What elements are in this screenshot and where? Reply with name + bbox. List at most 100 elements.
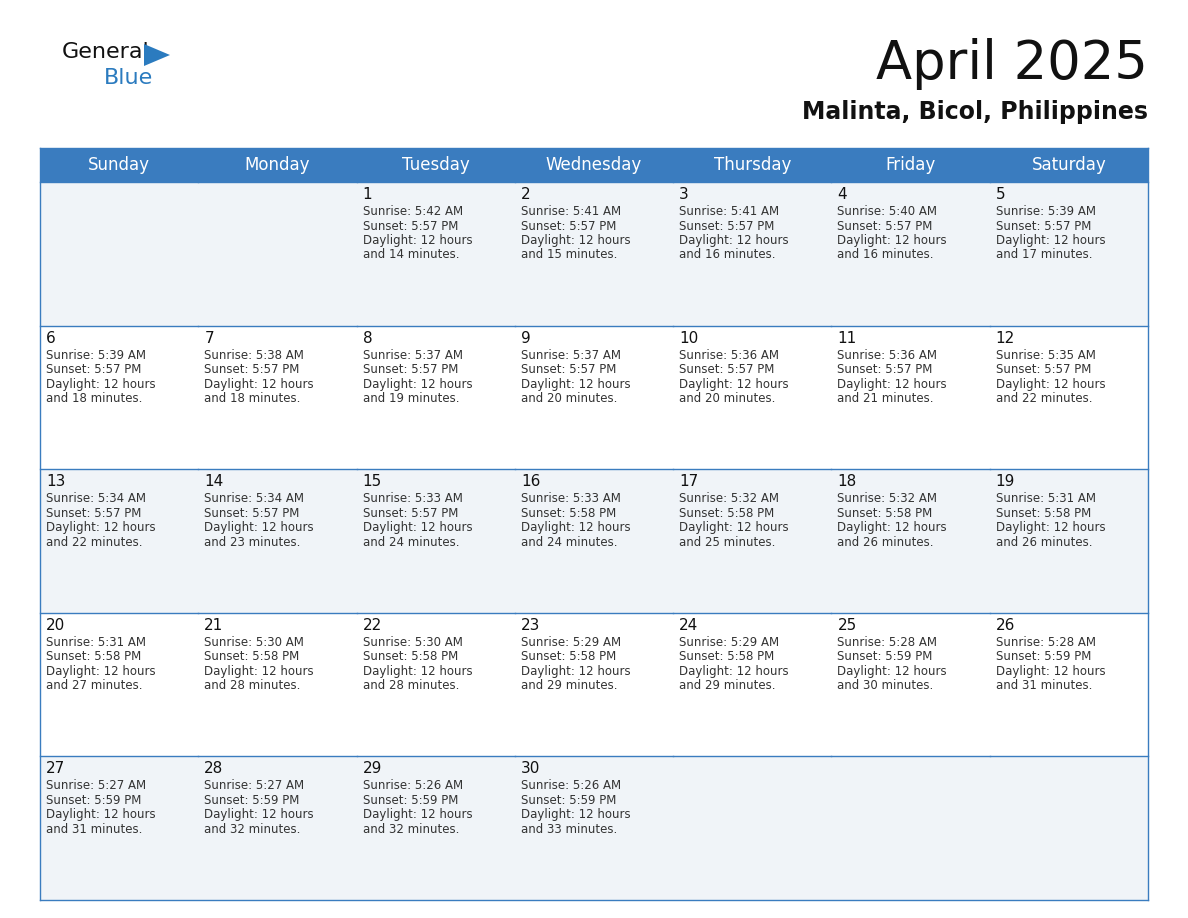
Text: Daylight: 12 hours: Daylight: 12 hours [362,377,472,390]
Bar [990,148,1148,182]
Text: Sunrise: 5:37 AM: Sunrise: 5:37 AM [362,349,462,362]
Bar [198,613,356,756]
Text: Sunrise: 5:28 AM: Sunrise: 5:28 AM [996,636,1095,649]
Text: 30: 30 [520,761,541,777]
Text: and 31 minutes.: and 31 minutes. [46,823,143,836]
Text: Daylight: 12 hours: Daylight: 12 hours [362,809,472,822]
Bar [198,182,356,326]
Text: Sunrise: 5:31 AM: Sunrise: 5:31 AM [46,636,146,649]
Text: Daylight: 12 hours: Daylight: 12 hours [838,521,947,534]
Text: 16: 16 [520,475,541,489]
Text: Sunrise: 5:27 AM: Sunrise: 5:27 AM [204,779,304,792]
Text: Daylight: 12 hours: Daylight: 12 hours [520,377,631,390]
Text: Thursday: Thursday [714,156,791,174]
Text: Sunrise: 5:42 AM: Sunrise: 5:42 AM [362,205,462,218]
Text: 26: 26 [996,618,1015,633]
Text: 29: 29 [362,761,383,777]
Text: and 24 minutes.: and 24 minutes. [362,536,459,549]
Text: Sunset: 5:57 PM: Sunset: 5:57 PM [362,507,457,520]
Bar [832,756,990,900]
Text: Sunset: 5:59 PM: Sunset: 5:59 PM [838,650,933,664]
Bar [832,182,990,326]
Text: Wednesday: Wednesday [545,156,643,174]
Text: 9: 9 [520,330,531,345]
Text: and 27 minutes.: and 27 minutes. [46,679,143,692]
Text: and 22 minutes.: and 22 minutes. [46,536,143,549]
Bar [674,326,832,469]
Text: and 18 minutes.: and 18 minutes. [46,392,143,405]
Text: Sunset: 5:59 PM: Sunset: 5:59 PM [204,794,299,807]
Text: Daylight: 12 hours: Daylight: 12 hours [838,665,947,677]
Text: Sunset: 5:57 PM: Sunset: 5:57 PM [520,364,617,376]
Polygon shape [144,44,170,66]
Text: and 16 minutes.: and 16 minutes. [838,249,934,262]
Text: Sunset: 5:58 PM: Sunset: 5:58 PM [520,650,617,664]
Text: Sunset: 5:58 PM: Sunset: 5:58 PM [996,507,1091,520]
Text: Sunset: 5:57 PM: Sunset: 5:57 PM [362,219,457,232]
Text: Daylight: 12 hours: Daylight: 12 hours [520,521,631,534]
Bar [674,469,832,613]
Text: 22: 22 [362,618,381,633]
Text: 17: 17 [680,475,699,489]
Text: Daylight: 12 hours: Daylight: 12 hours [46,665,156,677]
Text: Daylight: 12 hours: Daylight: 12 hours [996,521,1105,534]
Text: 27: 27 [46,761,65,777]
Text: and 20 minutes.: and 20 minutes. [520,392,618,405]
Text: and 23 minutes.: and 23 minutes. [204,536,301,549]
Text: 24: 24 [680,618,699,633]
Text: Sunset: 5:58 PM: Sunset: 5:58 PM [680,650,775,664]
Text: Tuesday: Tuesday [402,156,469,174]
Text: 2: 2 [520,187,531,202]
Text: Sunset: 5:57 PM: Sunset: 5:57 PM [680,364,775,376]
Text: Daylight: 12 hours: Daylight: 12 hours [46,521,156,534]
Bar [832,326,990,469]
Text: Daylight: 12 hours: Daylight: 12 hours [362,521,472,534]
Text: and 28 minutes.: and 28 minutes. [362,679,459,692]
Bar [198,756,356,900]
Text: Sunset: 5:59 PM: Sunset: 5:59 PM [520,794,617,807]
Text: 12: 12 [996,330,1015,345]
Text: Sunrise: 5:35 AM: Sunrise: 5:35 AM [996,349,1095,362]
Bar [674,756,832,900]
Text: Sunset: 5:57 PM: Sunset: 5:57 PM [838,219,933,232]
Text: Daylight: 12 hours: Daylight: 12 hours [204,521,314,534]
Bar [674,182,832,326]
Text: 14: 14 [204,475,223,489]
Text: Sunset: 5:57 PM: Sunset: 5:57 PM [996,364,1091,376]
Text: Daylight: 12 hours: Daylight: 12 hours [46,809,156,822]
Text: 4: 4 [838,187,847,202]
Bar [198,148,356,182]
Bar [356,613,514,756]
Text: Daylight: 12 hours: Daylight: 12 hours [996,665,1105,677]
Text: Daylight: 12 hours: Daylight: 12 hours [204,377,314,390]
Bar [832,469,990,613]
Bar [990,613,1148,756]
Text: 8: 8 [362,330,372,345]
Text: Daylight: 12 hours: Daylight: 12 hours [362,234,472,247]
Bar [514,613,674,756]
Bar [832,148,990,182]
Bar [514,148,674,182]
Text: Sunset: 5:57 PM: Sunset: 5:57 PM [204,507,299,520]
Bar [198,326,356,469]
Text: Sunday: Sunday [88,156,150,174]
Text: Daylight: 12 hours: Daylight: 12 hours [362,665,472,677]
Text: Sunrise: 5:41 AM: Sunrise: 5:41 AM [680,205,779,218]
Text: Daylight: 12 hours: Daylight: 12 hours [520,234,631,247]
Text: Sunset: 5:57 PM: Sunset: 5:57 PM [46,364,141,376]
Text: Sunrise: 5:34 AM: Sunrise: 5:34 AM [204,492,304,505]
Text: Sunrise: 5:29 AM: Sunrise: 5:29 AM [520,636,621,649]
Text: Daylight: 12 hours: Daylight: 12 hours [46,377,156,390]
Bar [40,326,198,469]
Text: Sunset: 5:57 PM: Sunset: 5:57 PM [680,219,775,232]
Text: 21: 21 [204,618,223,633]
Bar [514,326,674,469]
Text: 7: 7 [204,330,214,345]
Text: and 30 minutes.: and 30 minutes. [838,679,934,692]
Text: Sunset: 5:58 PM: Sunset: 5:58 PM [204,650,299,664]
Text: Sunset: 5:57 PM: Sunset: 5:57 PM [46,507,141,520]
Text: Sunset: 5:57 PM: Sunset: 5:57 PM [996,219,1091,232]
Text: Sunset: 5:58 PM: Sunset: 5:58 PM [362,650,457,664]
Text: 1: 1 [362,187,372,202]
Text: 3: 3 [680,187,689,202]
